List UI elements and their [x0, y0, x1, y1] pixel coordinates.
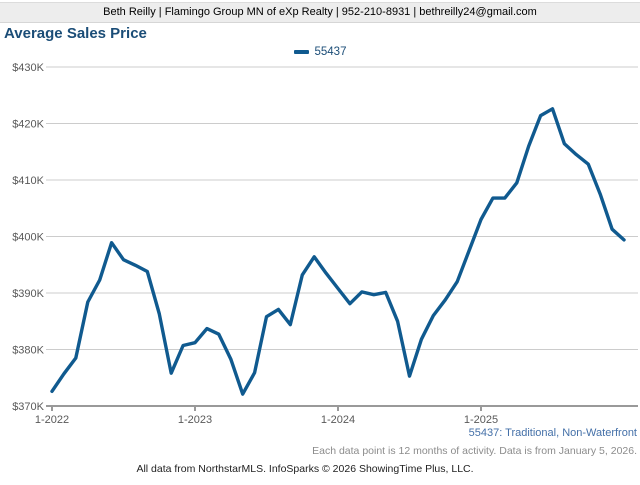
agent-contact-header: Beth Reilly | Flamingo Group MN of eXp R… [0, 2, 640, 23]
y-axis-label-400k: $400K [12, 232, 44, 244]
y-axis-label-390k: $390K [12, 288, 44, 300]
y-axis-label-420k: $420K [12, 119, 44, 131]
chart-legend: 55437 [0, 46, 640, 58]
legend-line-swatch [293, 50, 309, 54]
page-title: Average Sales Price [4, 25, 147, 42]
x-axis-label-1-2023: 1-2023 [178, 414, 212, 426]
y-axis-label-430k: $430K [12, 62, 44, 74]
y-axis-label-410k: $410K [12, 175, 44, 187]
x-axis-label-1-2025: 1-2025 [464, 414, 498, 426]
x-axis-label-1-2022: 1-2022 [35, 414, 69, 426]
data-period-note: Each data point is 12 months of activity… [312, 445, 637, 457]
y-axis-label-370k: $370K [12, 401, 44, 413]
x-axis-label-1-2024: 1-2024 [321, 414, 355, 426]
attribution-note: All data from NorthstarMLS. InfoSparks ©… [136, 463, 474, 475]
series-line-55437 [50, 107, 626, 396]
y-axis-label-380k: $380K [12, 345, 44, 357]
agent-contact-text: Beth Reilly | Flamingo Group MN of eXp R… [103, 6, 537, 18]
legend-series-label: 55437 [314, 46, 347, 58]
series-description-note: 55437: Traditional, Non-Waterfront [468, 427, 637, 439]
